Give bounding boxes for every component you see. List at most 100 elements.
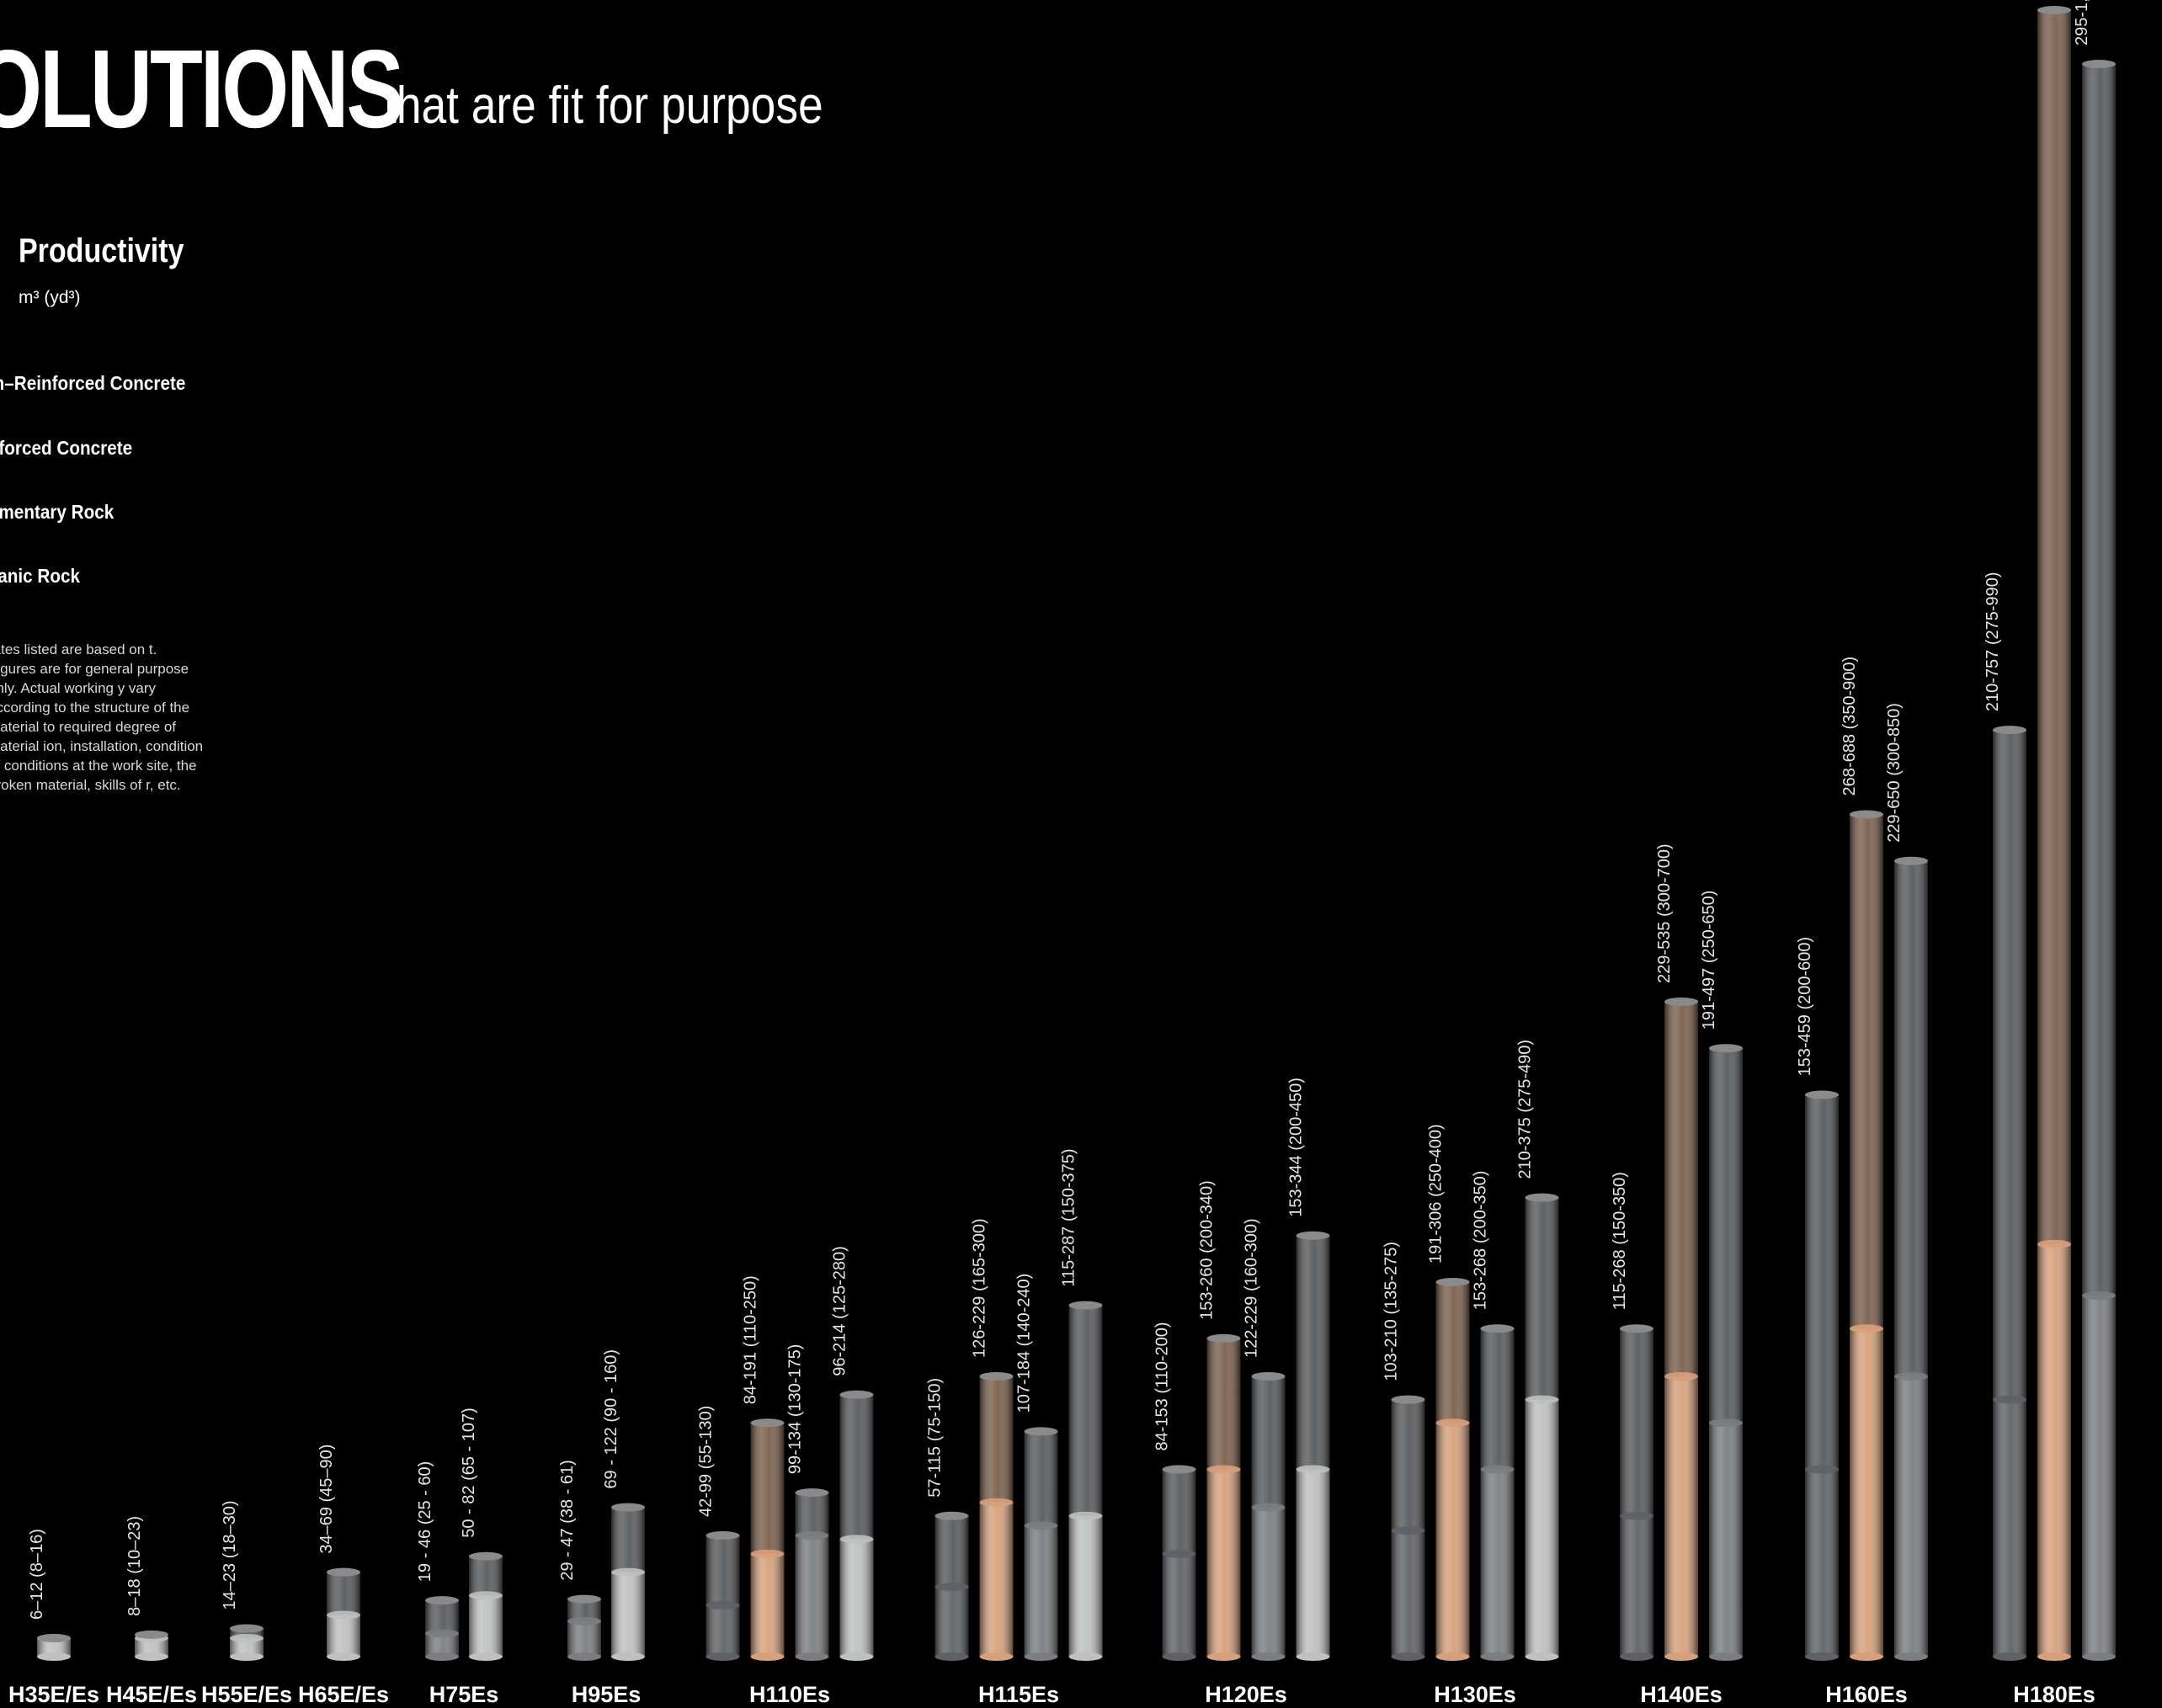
legend-unit: m³ (yd³) <box>19 288 81 307</box>
machine-group: 14–23 (18–30) H55E/Es <box>201 1500 292 1707</box>
bar-range-shade <box>2082 63 2116 1296</box>
value-label: 153-344 (200-450) <box>1287 1077 1306 1217</box>
bar-min-shade <box>1435 1423 1470 1657</box>
bar-min-shade <box>1894 1375 1928 1657</box>
bar-sedimentary: 153-344 (200-450) <box>1287 1077 1330 1661</box>
bar-range-shade <box>1251 1375 1286 1508</box>
bar-top-cap <box>1206 1333 1241 1343</box>
bar-reinforced: 99-134 (130-175) <box>786 1344 829 1661</box>
bar-sedimentary: 14–23 (18–30) <box>221 1500 264 1661</box>
machine-label: H65E/Es <box>298 1682 389 1707</box>
bar-nonReinforced: 153-260 (200-340) <box>1198 1180 1241 1661</box>
bar-min-cap <box>1206 1465 1241 1474</box>
bar-top-cap <box>1664 997 1698 1006</box>
bar-base-cap <box>1296 1652 1330 1661</box>
machine-label: H75Es <box>429 1682 499 1707</box>
bar-top-cap <box>1709 1044 1743 1053</box>
bar-min-shade <box>750 1553 785 1657</box>
bar-base-cap <box>1664 1652 1698 1661</box>
bar-min-shade <box>979 1502 1014 1657</box>
bar-base-cap <box>1251 1652 1286 1661</box>
bar-base-cap <box>2082 1652 2116 1661</box>
bar-range-shade <box>795 1493 829 1536</box>
bar-reinforced: 122-229 (160-300) <box>1243 1218 1286 1661</box>
bar-range-shade <box>979 1375 1014 1503</box>
bar-min-cap <box>979 1498 1014 1507</box>
bar-min-cap <box>1709 1418 1743 1428</box>
machine-group: 42-99 (55-130) 84-191 (110-250) 99-134 (13… <box>697 1246 874 1707</box>
machine-label: H160Es <box>1825 1682 1908 1707</box>
bar-range-shade <box>1850 814 1883 1329</box>
bar-nonReinforced: 84-191 (110-250) <box>742 1275 785 1661</box>
bar-min-cap <box>327 1610 360 1620</box>
bar-min-cap <box>839 1535 874 1544</box>
value-label: 153-459 (200-600) <box>1796 937 1814 1077</box>
bar-min-cap <box>795 1531 829 1540</box>
bar-base-cap <box>1709 1652 1743 1661</box>
title-bold: OLUTIONS <box>0 27 404 151</box>
bar-nonReinforced: 126-229 (165-300) <box>971 1218 1014 1661</box>
bar-top-cap <box>1894 856 1928 865</box>
bar-top-cap <box>706 1531 740 1540</box>
value-label: 19 - 46 (25 - 60) <box>416 1461 434 1582</box>
machine-label: H95Es <box>572 1682 642 1707</box>
value-label: 229-650 (300-850) <box>1885 703 1904 843</box>
bar-top-cap <box>1296 1231 1330 1240</box>
bar-min-cap <box>1525 1395 1559 1404</box>
bar-top-cap <box>1391 1395 1425 1404</box>
bar-top-cap <box>795 1488 829 1498</box>
bar-nonReinforced: 229-535 (300-700) <box>1655 843 1698 1661</box>
bar-min-shade <box>2037 1243 2071 1657</box>
bar-base-cap <box>567 1652 601 1661</box>
machine-label: H110Es <box>749 1682 830 1707</box>
machine-group: 115-268 (150-350) 229-535 (300-700) 191-49… <box>1611 843 1743 1707</box>
bar-range-shade <box>1805 1094 1839 1470</box>
bar-range-shade <box>1993 730 2026 1400</box>
bar-min-shade <box>567 1620 601 1657</box>
bar-volcanic: 210-757 (275-990) <box>1984 572 2026 1661</box>
bar-base-cap <box>1206 1652 1241 1661</box>
bar-volcanic: 153-459 (200-600) <box>1796 937 1839 1661</box>
bar-base-cap <box>1894 1652 1928 1661</box>
value-label: 191-306 (250-400) <box>1427 1124 1446 1264</box>
bar-min-cap <box>1296 1465 1330 1474</box>
bar-base-cap <box>1525 1652 1559 1661</box>
machine-group: 103-210 (135-275) 191-306 (250-400) 153-26… <box>1382 1040 1559 1707</box>
bar-min-cap <box>425 1629 459 1638</box>
bar-range-shade <box>1206 1338 1241 1470</box>
bar-min-shade <box>839 1539 874 1657</box>
value-label: 50 - 82 (65 - 107) <box>460 1407 478 1538</box>
bar-sedimentary: 69 - 122 (90 - 160) <box>602 1349 645 1661</box>
bar-min-shade <box>469 1595 503 1657</box>
bar-min-cap <box>1162 1549 1196 1558</box>
bar-min-cap <box>611 1567 645 1577</box>
bar-range-shade <box>1525 1197 1559 1400</box>
bar-reinforced: 107-184 (140-240) <box>1015 1274 1058 1661</box>
machine-group: 29 - 47 (38 - 61) 69 - 122 (90 - 160) H95E… <box>558 1349 645 1707</box>
bar-min-cap <box>230 1634 264 1642</box>
bar-range-shade <box>1664 1001 1698 1376</box>
bar-volcanic: 57-115 (75-150) <box>926 1378 969 1661</box>
bar-base-cap <box>979 1652 1014 1661</box>
bar-base-cap <box>839 1652 874 1661</box>
bar-min-cap <box>1068 1511 1103 1520</box>
bar-range-shade <box>1435 1281 1470 1423</box>
bar-min-cap <box>469 1591 503 1600</box>
bar-min-shade <box>935 1587 969 1657</box>
bar-base-cap <box>795 1652 829 1661</box>
machine-label: H115Es <box>978 1682 1059 1707</box>
bar-base-cap <box>1435 1652 1470 1661</box>
value-label: 210-757 (275-990) <box>1984 572 2002 711</box>
bar-sedimentary: 115-287 (150-375) <box>1060 1148 1103 1661</box>
page-title: OLUTIONS that are fit for purpose <box>0 25 823 152</box>
bar-base-cap <box>1620 1652 1653 1661</box>
value-label: 115-268 (150-350) <box>1611 1172 1629 1310</box>
bar-base-cap <box>230 1652 264 1661</box>
bar-min-cap <box>1251 1503 1286 1512</box>
value-label: 191-497 (250-650) <box>1700 891 1718 1030</box>
bar-sedimentary: 6–12 (8–16) <box>28 1529 71 1661</box>
bar-top-cap <box>135 1630 168 1639</box>
bar-range-shade <box>1894 860 1928 1376</box>
bar-min-shade <box>1709 1423 1743 1657</box>
value-label: 69 - 122 (90 - 160) <box>602 1349 620 1489</box>
